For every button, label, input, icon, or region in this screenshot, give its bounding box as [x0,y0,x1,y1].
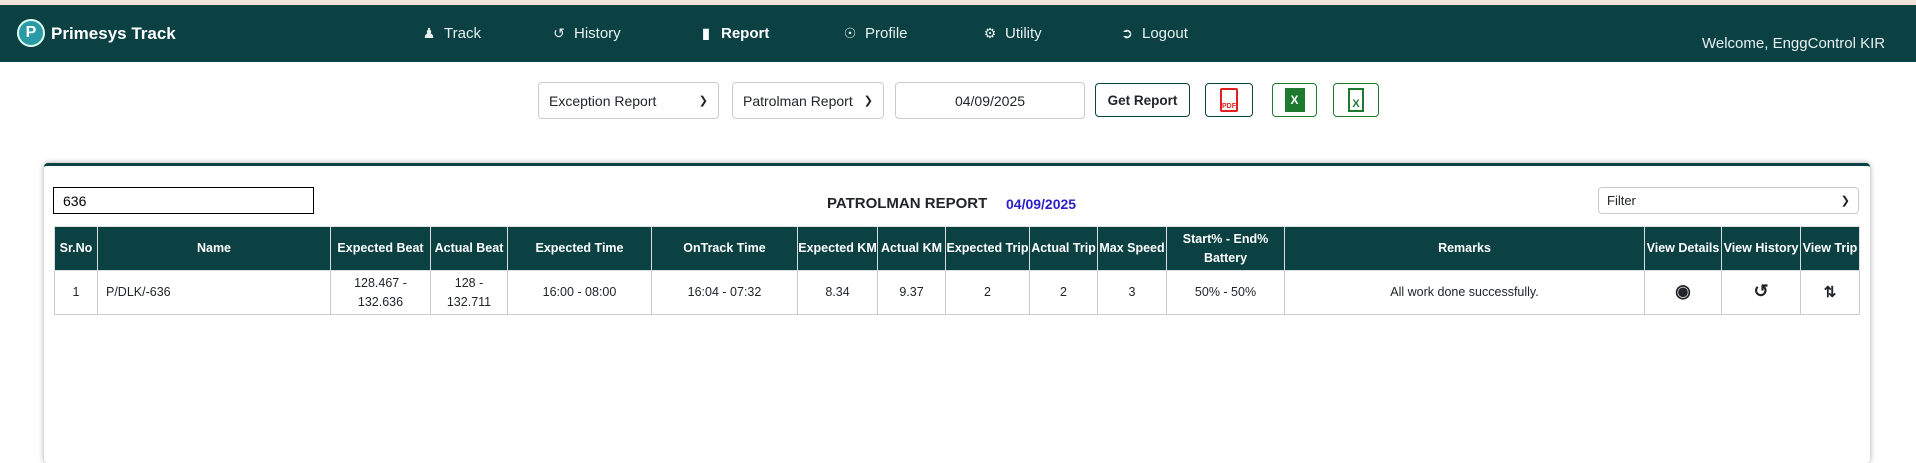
nav-utility[interactable]: ⚙ Utility [983,25,1042,42]
table-row: 1 P/DLK/-636 128.467 - 132.636 128 - 132… [54,270,1860,315]
logo[interactable]: P [17,19,45,47]
col-actual-km: Actual KM [877,226,946,271]
user-pin-icon: ♟ [422,25,436,41]
col-srno: Sr.No [54,226,98,271]
welcome-text: Welcome, EnggControl KIR [1702,35,1886,52]
report-date: 04/09/2025 [1006,196,1077,212]
sub-type-select[interactable]: Patrolman Report ❯ [732,82,884,119]
navbar: P Primesys Track ♟ Track ↺ History ▮ Report… [0,5,1916,62]
file-icon: ▮ [702,25,710,41]
cell-battery: 50% - 50% [1166,270,1285,315]
eye-icon[interactable]: ◉ [1675,281,1691,301]
cell-actual-km: 9.37 [877,270,946,315]
col-actual-beat: Actual Beat [430,226,508,271]
cell-view-trip: ⇅ [1800,270,1860,315]
table-header-row: Sr.No Name Expected Beat Actual Beat Exp… [54,226,1860,271]
col-view-details: View Details [1644,226,1722,271]
report-type-select[interactable]: Exception Report ❯ [538,82,719,119]
cell-remarks: All work done successfully. [1284,270,1645,315]
pdf-icon: PDF [1220,88,1238,112]
report-table: Sr.No Name Expected Beat Actual Beat Exp… [54,226,1860,315]
col-expected-trip: Expected Trip [945,226,1030,271]
col-actual-trip: Actual Trip [1029,226,1098,271]
cell-expected-km: 8.34 [797,270,878,315]
cell-actual-beat: 128 - 132.711 [430,270,508,315]
excel-file-icon: X [1348,88,1364,112]
chevron-down-icon: ❯ [1840,195,1850,207]
col-expected-km: Expected KM [797,226,878,271]
col-remarks: Remarks [1284,226,1645,271]
nav-history[interactable]: ↺ History [553,25,621,42]
gear-icon: ⚙ [983,25,997,41]
search-input[interactable] [53,187,314,214]
col-view-trip: View Trip [1800,226,1860,271]
cell-expected-trip: 2 [945,270,1030,315]
cell-view-details: ◉ [1644,270,1722,315]
excel-icon: X [1284,88,1305,112]
excel-file-export-button[interactable]: X [1333,83,1379,117]
date-input[interactable]: 04/09/2025 [895,82,1085,119]
cell-expected-beat: 128.467 - 132.636 [330,270,431,315]
top-strip [0,0,1916,5]
cell-view-history: ↺ [1721,270,1801,315]
cell-max-speed: 3 [1097,270,1167,315]
cell-actual-trip: 2 [1029,270,1098,315]
history-icon: ↺ [553,25,565,41]
col-expected-time: Expected Time [507,226,652,271]
report-title: PATROLMAN REPORT [827,195,988,212]
cell-ontrack-time: 16:04 - 07:32 [651,270,798,315]
nav-profile[interactable]: ☉ Profile [843,25,908,42]
chevron-down-icon: ❯ [698,95,708,107]
chevron-down-icon: ❯ [863,95,873,107]
up-down-arrows-icon[interactable]: ⇅ [1823,283,1837,301]
cell-expected-time: 16:00 - 08:00 [507,270,652,315]
col-expected-beat: Expected Beat [330,226,431,271]
history-icon[interactable]: ↺ [1753,281,1769,301]
logout-icon: ➲ [1121,25,1133,41]
col-battery: Start% - End% Battery [1166,226,1285,271]
col-view-history: View History [1721,226,1801,271]
cell-name: P/DLK/-636 [97,270,331,315]
cell-srno: 1 [54,270,98,315]
col-name: Name [97,226,331,271]
brand-name[interactable]: Primesys Track [51,24,176,43]
nav-report[interactable]: ▮ Report [699,25,769,42]
filter-select[interactable]: Filter ❯ [1598,187,1859,214]
nav-logout[interactable]: ➲ Logout [1121,25,1188,42]
pdf-export-button[interactable]: PDF [1205,83,1253,117]
col-ontrack-time: OnTrack Time [651,226,798,271]
nav-track[interactable]: ♟ Track [422,25,481,42]
excel-export-button[interactable]: X [1272,83,1317,117]
get-report-button[interactable]: Get Report [1095,83,1190,117]
user-circle-icon: ☉ [843,25,857,41]
col-max-speed: Max Speed [1097,226,1167,271]
